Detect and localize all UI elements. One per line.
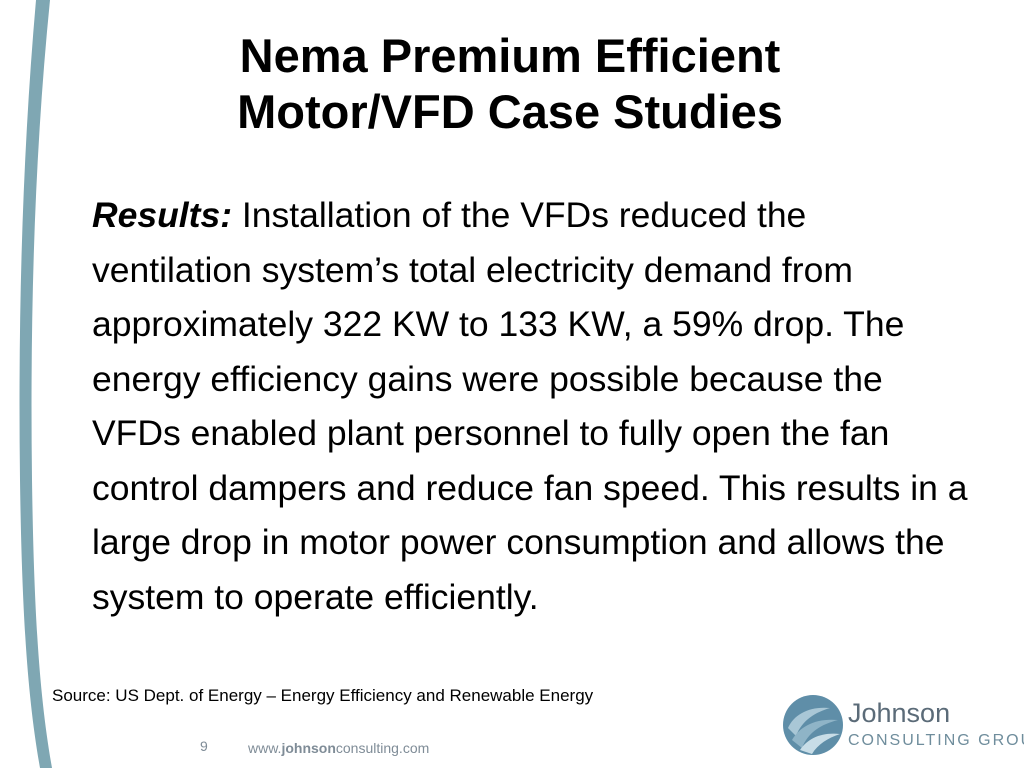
company-logo: Johnson CONSULTING GROUP [780,692,1024,762]
results-text: Installation of the VFDs reduced the ven… [92,195,968,617]
website-link[interactable]: www.johnsonconsulting.com [248,740,429,756]
website-bold: johnson [281,740,336,756]
logo-subtitle: CONSULTING GROUP [848,732,1024,749]
logo-circle-icon [783,695,843,755]
title-line-1: Nema Premium Efficient [239,29,781,82]
results-paragraph: Results: Installation of the VFDs reduce… [92,188,972,624]
slide-title: Nema Premium Efficient Motor/VFD Case St… [90,28,930,140]
source-citation: Source: US Dept. of Energy – Energy Effi… [52,686,594,705]
title-line-2: Motor/VFD Case Studies [237,85,783,138]
website-suffix: consulting.com [335,740,430,756]
logo-name: Johnson [848,698,951,728]
results-label: Results: [92,195,233,235]
left-accent-bar [19,0,52,768]
page-number: 9 [200,738,208,754]
website-prefix: www. [248,740,282,756]
